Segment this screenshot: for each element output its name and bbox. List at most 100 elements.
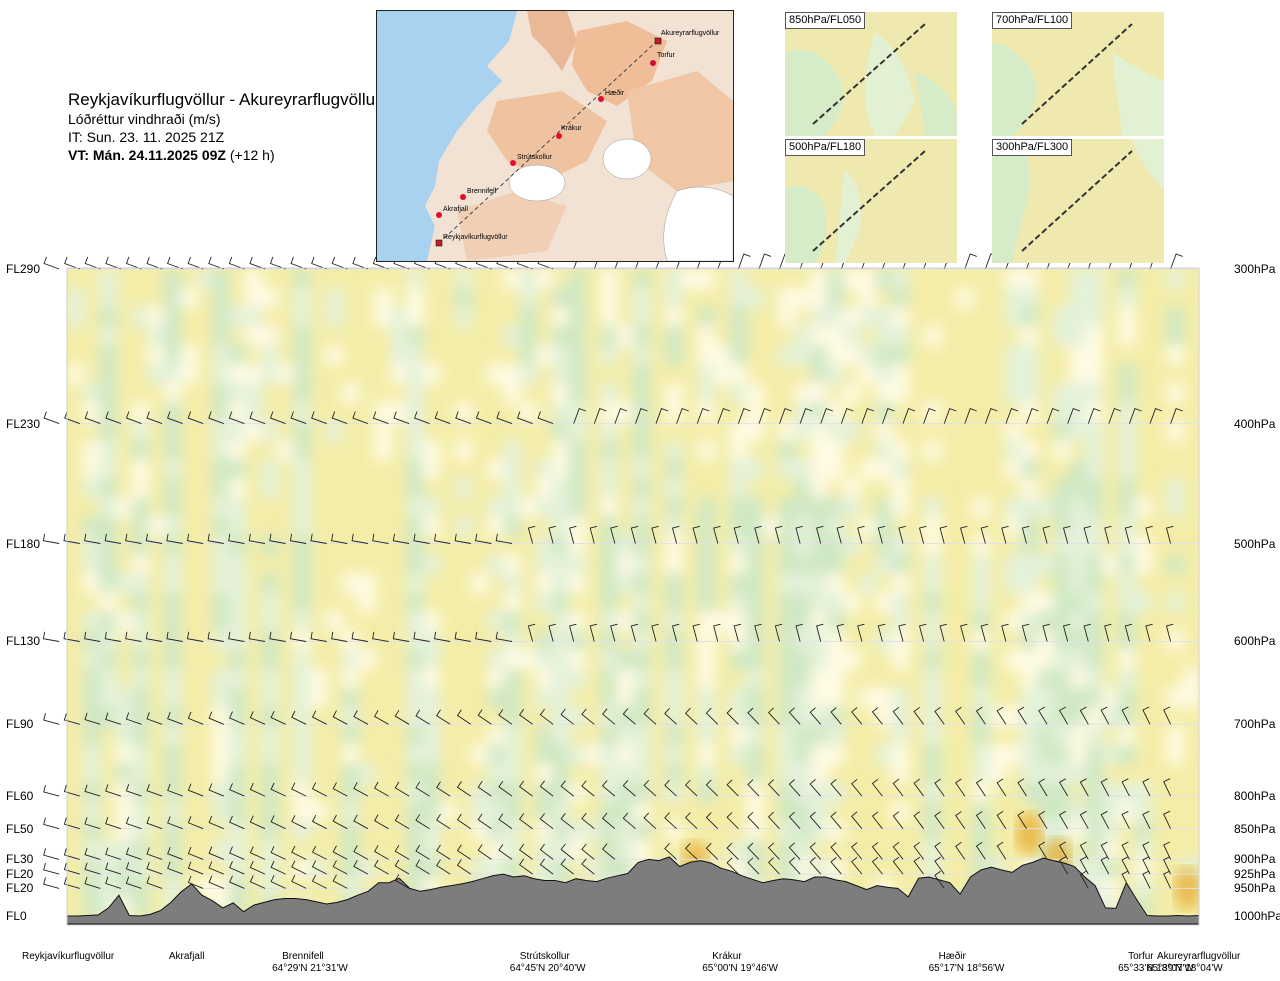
velocity-cell (778, 307, 796, 328)
wind-barb (1042, 623, 1050, 642)
velocity-cell (746, 744, 764, 765)
velocity-cell (99, 554, 117, 575)
velocity-cell (212, 516, 230, 537)
velocity-cell (1037, 611, 1055, 632)
velocity-cell (1118, 554, 1136, 575)
velocity-cell (633, 535, 651, 556)
velocity-cell (1085, 440, 1103, 461)
velocity-cell (891, 459, 909, 480)
route-map[interactable]: Akureyrarflugvöllur Torfur Hæðir Krákur … (376, 10, 734, 262)
velocity-cell (1085, 687, 1103, 708)
velocity-cell (422, 611, 440, 632)
wind-barb (705, 812, 719, 830)
velocity-cell (600, 630, 618, 651)
velocity-cell (568, 744, 586, 765)
velocity-cell (164, 402, 182, 423)
velocity-cell (600, 687, 618, 708)
velocity-cell (536, 573, 554, 594)
wind-barb (373, 710, 389, 725)
velocity-cell (1053, 535, 1071, 556)
velocity-cell (600, 326, 618, 347)
velocity-cell (827, 706, 845, 727)
velocity-cell (1166, 497, 1184, 518)
wind-barb (84, 784, 101, 797)
velocity-cell (1166, 478, 1184, 499)
velocity-cell (633, 421, 651, 442)
velocity-cell (794, 687, 812, 708)
wind-barb (331, 256, 348, 270)
velocity-cell (568, 383, 586, 404)
velocity-cell (633, 326, 651, 347)
wind-barb (589, 525, 598, 544)
wind-barb (228, 631, 245, 642)
velocity-cell (859, 288, 877, 308)
velocity-cell (1004, 744, 1023, 765)
wind-barb (228, 533, 245, 544)
velocity-cell (600, 573, 618, 594)
velocity-cell (584, 858, 602, 879)
wind-barb (871, 707, 883, 725)
velocity-cell (244, 269, 263, 289)
velocity-cell (875, 630, 893, 651)
wind-barb (934, 841, 945, 860)
velocity-cell (810, 288, 829, 308)
map-label-strutskollur: Strútskollur (517, 154, 553, 161)
wind-barb (187, 875, 204, 889)
velocity-cell (455, 440, 473, 461)
wind-barb (955, 778, 966, 797)
velocity-cell (746, 801, 764, 822)
velocity-cell (552, 307, 570, 328)
velocity-cell (891, 269, 909, 289)
map-marker-strutskollur (510, 160, 516, 166)
wind-barb (726, 707, 739, 725)
velocity-cell (875, 364, 893, 385)
wind-barb (270, 782, 286, 797)
map-label-krakur: Krákur (561, 125, 582, 132)
mini-map-850hpa[interactable]: 850hPa/FL050 (785, 12, 957, 136)
velocity-cell (422, 630, 440, 651)
map-label-torfur: Torfur (657, 52, 676, 59)
velocity-cell (131, 744, 149, 765)
velocity-cell (600, 269, 618, 289)
velocity-cell (519, 307, 537, 328)
velocity-cell (358, 573, 376, 594)
wind-barb (187, 846, 204, 860)
velocity-cell (600, 725, 618, 746)
mini-map-300hpa[interactable]: 300hPa/FL300 (992, 139, 1164, 263)
velocity-cell (778, 782, 796, 803)
velocity-cell (164, 592, 182, 613)
velocity-cell (633, 307, 651, 328)
velocity-cell (1166, 345, 1184, 366)
velocity-cell (1085, 554, 1103, 575)
mini-map-500hpa[interactable]: 500hPa/FL180 (785, 139, 957, 263)
wind-barb (270, 711, 286, 725)
wind-barb (747, 707, 760, 725)
wind-barb (1163, 706, 1172, 725)
velocity-cell (83, 573, 101, 594)
velocity-cell (131, 820, 149, 841)
velocity-cell (730, 497, 748, 518)
velocity-cell (422, 687, 440, 708)
wind-barb (146, 712, 163, 725)
wind-barbs (42, 253, 1183, 889)
wind-barb (830, 811, 842, 829)
velocity-cell (568, 364, 586, 385)
wind-barb (1165, 623, 1174, 642)
waypoint-coordinate: 65°39'N 18°04'W (1147, 963, 1223, 974)
wind-barb (167, 816, 183, 830)
velocity-cell (115, 801, 133, 822)
velocity-cell (891, 345, 909, 366)
wind-barb (610, 623, 618, 642)
wind-barb (63, 784, 80, 797)
velocity-cell (1069, 383, 1087, 404)
velocity-cell (503, 383, 521, 404)
velocity-cell (730, 573, 748, 594)
mini-map-700hpa[interactable]: 700hPa/FL100 (992, 12, 1164, 136)
velocity-cell (1021, 573, 1039, 594)
velocity-cell (261, 288, 279, 308)
velocity-cell (1053, 592, 1071, 613)
wind-barb (1038, 811, 1048, 829)
velocity-cell (1053, 725, 1071, 746)
velocity-cell (552, 383, 570, 404)
velocity-cell (875, 687, 893, 708)
